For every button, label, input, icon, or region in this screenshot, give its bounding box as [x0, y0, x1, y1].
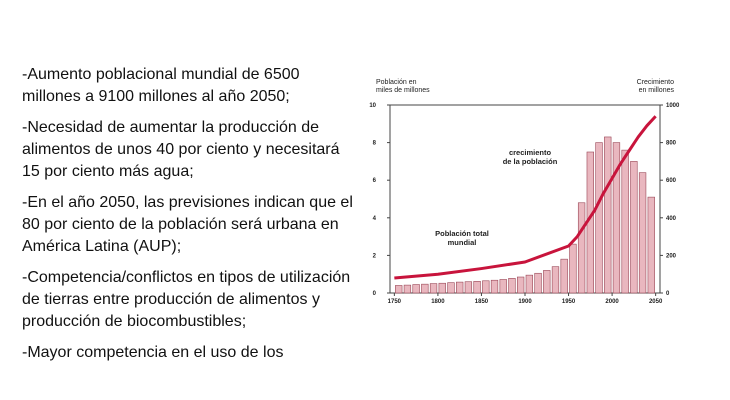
bar: [534, 272, 542, 294]
bar: [482, 280, 490, 294]
bar: [447, 282, 455, 294]
x-tick-label: 1800: [431, 299, 445, 305]
annotation: mundial: [448, 238, 477, 247]
x-tick-label: 1850: [475, 299, 489, 305]
bar: [543, 270, 551, 294]
y-tick-label: 4: [373, 216, 377, 222]
y-tick-label: 6: [373, 178, 377, 184]
x-tick-label: 1950: [562, 299, 576, 305]
y2-axis-label: en millones: [639, 87, 675, 94]
bar: [612, 142, 621, 294]
annotation: crecimiento: [509, 148, 552, 157]
bar: [456, 281, 464, 294]
bar: [516, 276, 525, 294]
bar: [638, 172, 647, 294]
bar: [569, 243, 577, 294]
bar: [403, 284, 412, 294]
y-tick-label: 10: [369, 103, 376, 109]
bar: [551, 266, 560, 294]
bar: [490, 279, 499, 294]
bullet: -Mayor competencia en el uso de los: [22, 344, 284, 361]
bar: [395, 285, 403, 294]
bar: [621, 149, 629, 294]
bullet: -Aumento poblacional mundial de 6500 mil…: [22, 66, 300, 105]
y-axis-label: miles de millones: [376, 87, 430, 94]
y2-tick-label: 600: [666, 178, 677, 184]
x-tick-label: 1900: [518, 299, 532, 305]
y-axis-label: Población en: [376, 79, 417, 86]
bullet: -En el año 2050, las previsiones indican…: [22, 194, 353, 255]
bar: [438, 282, 446, 294]
annotation: de la población: [503, 157, 558, 166]
y2-tick-label: 200: [666, 253, 677, 259]
bar: [499, 279, 507, 294]
y2-axis-label: Crecimiento: [637, 79, 674, 86]
bar: [473, 281, 481, 294]
bar: [577, 202, 586, 294]
bar: [525, 274, 534, 294]
y-tick-label: 8: [373, 141, 377, 147]
bar: [429, 283, 438, 294]
annotation: Población total: [435, 229, 489, 238]
y2-tick-label: 0: [666, 291, 670, 297]
bar: [604, 136, 612, 294]
x-tick-label: 1750: [388, 299, 402, 305]
bullet: -Necesidad de aumentar la producción de …: [22, 119, 340, 180]
y2-tick-label: 800: [666, 141, 677, 147]
y-tick-label: 2: [373, 253, 377, 259]
bullet: -Competencia/conflictos en tipos de util…: [22, 269, 351, 330]
bar: [421, 283, 429, 294]
population-line: [394, 115, 657, 280]
bar: [595, 142, 603, 294]
y-tick-label: 0: [373, 291, 377, 297]
bar: [630, 161, 638, 294]
bullet-list: -Aumento poblacional mundial de 6500 mil…: [22, 64, 357, 373]
x-tick-label: 2050: [649, 299, 663, 305]
bar: [560, 258, 568, 294]
y2-tick-label: 400: [666, 216, 677, 222]
bar: [464, 281, 473, 294]
bar: [412, 284, 420, 294]
y2-tick-label: 1000: [666, 103, 680, 109]
bar: [508, 278, 516, 294]
x-tick-label: 2000: [605, 299, 619, 305]
bar: [647, 196, 655, 294]
